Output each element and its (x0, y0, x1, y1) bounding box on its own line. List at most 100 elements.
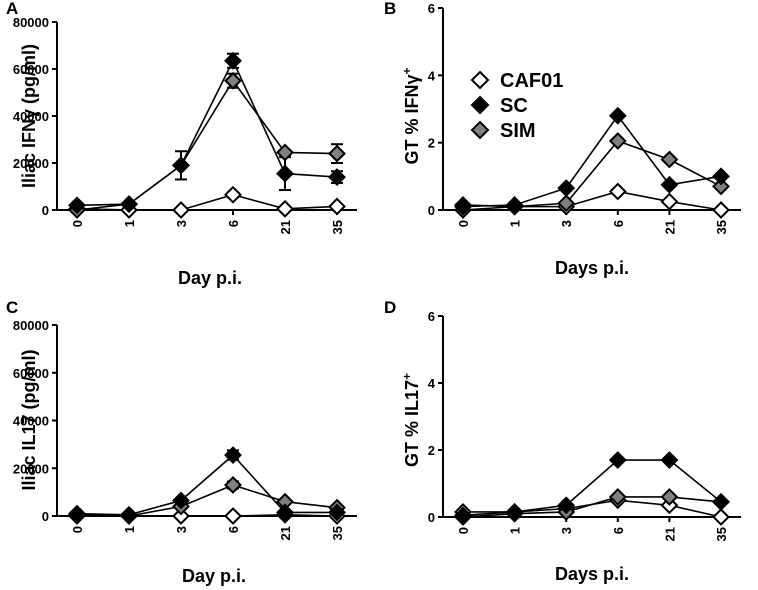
data-point-sc (68, 504, 86, 523)
data-point-caf01 (172, 201, 190, 219)
y-axis-label-a: Iliac IFNγ (pg/ml) (19, 44, 39, 188)
series-line-sim (76, 79, 338, 211)
data-point-caf01 (660, 192, 679, 211)
x-tick-label-a: 21 (278, 220, 293, 234)
x-tick-label-c: 35 (330, 526, 345, 540)
data-point-caf01 (712, 508, 730, 526)
data-point-sim (224, 476, 242, 494)
x-tick-label-b: 0 (456, 220, 471, 227)
data-point-caf01 (712, 201, 730, 219)
data-point-sc (712, 167, 730, 186)
x-tick-label-d: 3 (559, 527, 574, 534)
y-tick-label-b: 6 (428, 1, 435, 16)
y-tick-label-b: 4 (428, 68, 436, 83)
y-tick-label-c: 40000 (13, 414, 49, 429)
legend-label-sim: SIM (500, 120, 536, 142)
series-line-sc (462, 459, 722, 517)
x-tick-label-d: 6 (611, 527, 626, 534)
data-point-sim (712, 177, 730, 196)
panel-label-c: C (6, 298, 18, 317)
panel-label-d: D (384, 298, 396, 317)
y-axis-label-sup-d: + (400, 373, 414, 380)
panel-b: B 0 2 4 6 0 1 3 6 21 35 Days p.i. GT % IFNγ+ CAF01 SC S… (384, 0, 741, 278)
data-point-caf01 (172, 507, 190, 525)
x-tick-label-c: 21 (278, 526, 293, 540)
y-axis-label-sup-b: + (400, 67, 414, 74)
data-point-sim (224, 71, 242, 90)
panel-a: A 0 20000 40000 60000 80000 0 1 3 6 21 35 Day p.i. Il… (6, 0, 357, 288)
legend-label-caf01: CAF01 (500, 70, 563, 92)
data-point-caf01 (276, 199, 294, 218)
data-point-sc (660, 175, 679, 194)
legend-marker-caf01 (470, 70, 490, 90)
panel-c: C 0 20000 40000 60000 80000 0 1 3 6 21 35 Day p.i. Il… (6, 298, 357, 586)
x-axis-label-b: Days p.i. (555, 258, 629, 278)
x-tick-label-c: 3 (174, 526, 189, 533)
y-tick-label-c: 20000 (13, 461, 49, 476)
x-tick-label-c: 6 (226, 526, 241, 533)
y-tick-label-a: 40000 (13, 109, 49, 124)
x-tick-label-b: 6 (611, 220, 626, 227)
x-tick-label-b: 35 (714, 220, 729, 234)
y-tick-label-b: 0 (428, 203, 435, 218)
data-point-sim (608, 487, 627, 506)
y-tick-label-a: 20000 (13, 156, 49, 171)
data-point-sc (120, 195, 138, 214)
data-point-sc (712, 493, 730, 511)
series-line-sc (76, 454, 337, 516)
data-point-sc (328, 503, 346, 522)
y-tick-label-c: 60000 (13, 366, 49, 381)
legend-marker-sc (470, 95, 490, 115)
x-tick-label-a: 0 (70, 220, 85, 227)
x-tick-label-b: 21 (662, 220, 677, 234)
data-point-sim (660, 487, 679, 506)
series-line-caf01 (76, 193, 338, 211)
data-point-sc (557, 496, 576, 515)
data-point-sim (328, 144, 346, 163)
series-line-sim (462, 496, 722, 518)
x-tick-label-a: 1 (122, 220, 137, 227)
data-point-sc (276, 164, 294, 183)
x-tick-label-d: 1 (508, 527, 523, 534)
data-point-sc (660, 451, 679, 469)
data-point-sc (224, 51, 242, 70)
data-point-sc (172, 156, 190, 175)
data-point-caf01 (328, 197, 346, 216)
panel-d: D 0 2 4 6 0 1 3 6 21 35 Days p.i. GT % IL17+ (384, 298, 741, 584)
data-point-sc (454, 197, 472, 216)
x-tick-label-a: 35 (330, 220, 345, 234)
data-point-sim (608, 132, 627, 150)
series-line-sc (76, 58, 338, 207)
data-point-sc (224, 446, 242, 465)
data-point-sc (68, 196, 86, 215)
y-tick-label-a: 0 (42, 203, 49, 218)
y-tick-label-d: 6 (428, 309, 435, 324)
data-point-sc (505, 503, 524, 521)
legend-label-sc: SC (500, 95, 528, 117)
x-tick-label-a: 3 (174, 220, 189, 227)
x-tick-label-a: 6 (226, 220, 241, 227)
data-point-sc (276, 503, 294, 522)
y-tick-label-b: 2 (428, 136, 435, 151)
y-axis-label-c: Iliac IL17 (pg/ml) (19, 349, 39, 490)
y-tick-label-c: 80000 (13, 318, 49, 333)
series-line-sim (76, 484, 338, 517)
legend-marker-sim (470, 120, 490, 140)
x-axis-label-d: Days p.i. (555, 564, 629, 584)
y-tick-label-c: 0 (42, 509, 49, 524)
x-tick-label-c: 0 (70, 526, 85, 533)
x-tick-label-c: 1 (122, 526, 137, 533)
data-point-caf01 (608, 182, 627, 201)
data-point-sim (557, 194, 576, 213)
data-point-caf01 (224, 507, 242, 525)
data-point-sc (328, 168, 346, 187)
data-point-caf01 (224, 185, 242, 204)
panel-label-a: A (6, 0, 18, 18)
legend: CAF01 SC SIM (470, 70, 563, 142)
data-point-sc (608, 106, 627, 125)
x-axis-label-a: Day p.i. (178, 268, 242, 288)
data-point-sim (276, 143, 294, 162)
x-axis-label-c: Day p.i. (182, 566, 246, 586)
y-tick-label-d: 0 (428, 510, 435, 525)
